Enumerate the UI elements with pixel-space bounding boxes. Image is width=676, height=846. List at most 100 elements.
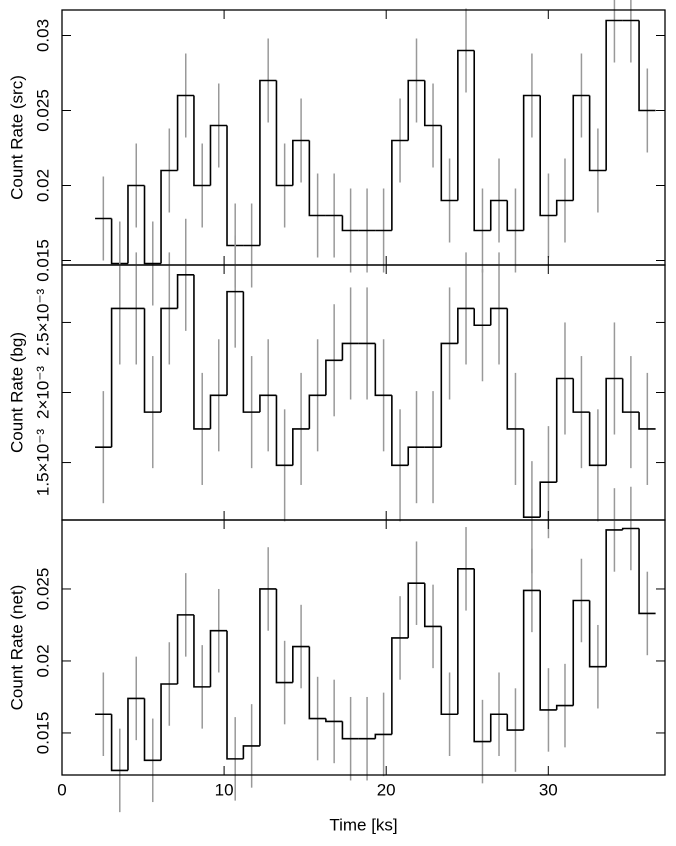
step [209,124,228,186]
step [242,291,260,413]
step [407,79,425,141]
step [193,274,211,430]
step [605,529,623,667]
step [440,626,458,716]
step [341,721,359,740]
step [160,307,178,413]
step [489,307,508,326]
step [605,19,623,171]
y-axis-label: Count Rate (net) [7,585,26,711]
step [588,412,607,467]
step [110,218,128,265]
x-tick-label: 10 [215,780,234,799]
step [555,199,574,216]
step [325,718,343,723]
step [176,614,194,685]
step [555,704,574,710]
step [226,290,244,396]
x-tick-label: 30 [539,780,558,799]
step [391,395,409,467]
step [259,79,277,246]
y-tick-label: 2×10⁻³ [33,366,52,419]
step [193,614,211,688]
step [605,377,623,466]
step [473,308,491,327]
y-tick-label: 0.015 [33,712,52,755]
step [176,274,194,309]
step [325,359,343,396]
step [555,377,574,483]
step [341,215,359,232]
step [440,342,458,448]
step [374,343,392,397]
step [638,412,656,430]
step [341,342,359,361]
step [572,94,590,201]
step [160,169,178,264]
step [621,378,640,413]
y-tick-label: 0.02 [33,644,52,677]
step [588,95,607,172]
step [506,308,524,430]
step [143,308,162,413]
step [308,394,326,429]
y-tick-label: 2.5×10⁻³ [33,289,52,356]
step [473,50,491,232]
step [440,125,458,202]
y-tick-label: 0.025 [33,89,52,132]
step [638,528,656,615]
step [110,714,128,772]
step [572,599,590,706]
step [638,20,656,112]
step [588,600,607,668]
panel-frame [61,519,666,776]
step [423,583,442,628]
step [275,588,293,684]
step [226,125,244,247]
step [391,637,409,735]
step [209,394,228,429]
step [572,378,590,413]
step [407,446,425,466]
step [127,184,145,264]
step [539,481,557,518]
step [522,94,541,231]
step [292,428,310,466]
y-tick-label: 0.015 [33,239,52,282]
y-tick-label: 0.02 [33,169,52,202]
step [110,307,128,448]
step [143,185,162,265]
step [407,582,425,638]
step [176,94,194,171]
step [539,95,557,217]
step [259,394,277,413]
step [489,199,508,231]
x-tick-label: 20 [377,780,396,799]
step [457,49,475,201]
step [259,588,277,746]
step [457,568,475,715]
step [292,139,310,186]
y-axis-label: Count Rate (src) [7,75,26,200]
y-tick-label: 1.5×10⁻³ [33,429,52,496]
step [391,139,409,231]
step [457,307,475,344]
step [621,527,640,530]
step [522,589,541,731]
step [275,395,293,467]
step [308,140,326,217]
step [374,733,392,739]
step [308,646,326,720]
step [160,683,178,761]
step [292,645,310,683]
x-tick-label: 0 [57,780,66,799]
y-tick-label: 0.03 [33,19,52,52]
step [506,200,524,232]
x-axis-label: Time [ks] [329,815,397,834]
step [209,629,228,687]
step [473,568,491,743]
step [539,590,557,711]
step [226,630,244,760]
step [489,713,508,742]
